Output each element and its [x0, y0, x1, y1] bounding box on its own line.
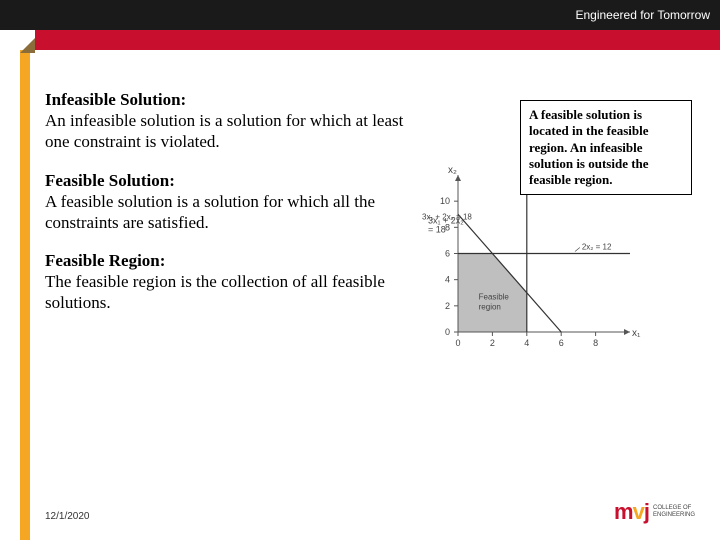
stripe-notch — [20, 38, 35, 53]
logo-sub-line2: ENGINEERING — [653, 512, 695, 518]
footer-date: 12/1/2020 — [45, 511, 90, 522]
heading-infeasible: Infeasible Solution: — [45, 90, 186, 109]
svg-text:0: 0 — [445, 327, 450, 337]
body-feasible: A feasible solution is a solution for wh… — [45, 192, 375, 232]
logo-subtext: COLLEGE OF ENGINEERING — [653, 505, 695, 518]
svg-text:6: 6 — [559, 338, 564, 348]
svg-text:x₂: x₂ — [448, 165, 457, 176]
svg-text:4: 4 — [445, 275, 450, 285]
top-red-bar — [35, 30, 720, 50]
svg-text:2: 2 — [445, 301, 450, 311]
svg-text:Feasible: Feasible — [479, 292, 510, 301]
svg-text:0: 0 — [455, 338, 460, 348]
svg-text:region: region — [479, 302, 501, 311]
svg-text:= 18: = 18 — [428, 225, 446, 235]
svg-text:10: 10 — [440, 196, 450, 206]
svg-text:2x₂ = 12: 2x₂ = 12 — [582, 243, 612, 252]
body-infeasible: An infeasible solution is a solution for… — [45, 111, 403, 151]
info-callout-box: A feasible solution is located in the fe… — [520, 100, 692, 195]
svg-text:x₁: x₁ — [632, 328, 641, 339]
tagline-container: Engineered for Tomorrow — [575, 0, 710, 30]
section-feasible: Feasible Solution: A feasible solution i… — [45, 171, 405, 234]
svg-text:8: 8 — [593, 338, 598, 348]
heading-feasible: Feasible Solution: — [45, 171, 175, 190]
logo-sub-line1: COLLEGE OF — [653, 505, 691, 511]
orange-side-stripe — [20, 50, 30, 540]
section-infeasible: Infeasible Solution: An infeasible solut… — [45, 90, 405, 153]
svg-text:4: 4 — [524, 338, 529, 348]
svg-text:3x₁ + 2x₂ = 18: 3x₁ + 2x₂ = 18 — [422, 212, 472, 221]
logo-mark: mvj — [614, 499, 649, 525]
body-region: The feasible region is the collection of… — [45, 272, 385, 312]
svg-text:6: 6 — [445, 249, 450, 259]
tagline-text: Engineered for Tomorrow — [575, 8, 710, 22]
college-logo: mvj COLLEGE OF ENGINEERING — [614, 499, 695, 525]
info-callout-text: A feasible solution is located in the fe… — [529, 107, 683, 188]
svg-text:2: 2 — [490, 338, 495, 348]
section-region: Feasible Region: The feasible region is … — [45, 251, 405, 314]
main-content: Infeasible Solution: An infeasible solut… — [45, 90, 405, 332]
heading-region: Feasible Region: — [45, 251, 165, 270]
